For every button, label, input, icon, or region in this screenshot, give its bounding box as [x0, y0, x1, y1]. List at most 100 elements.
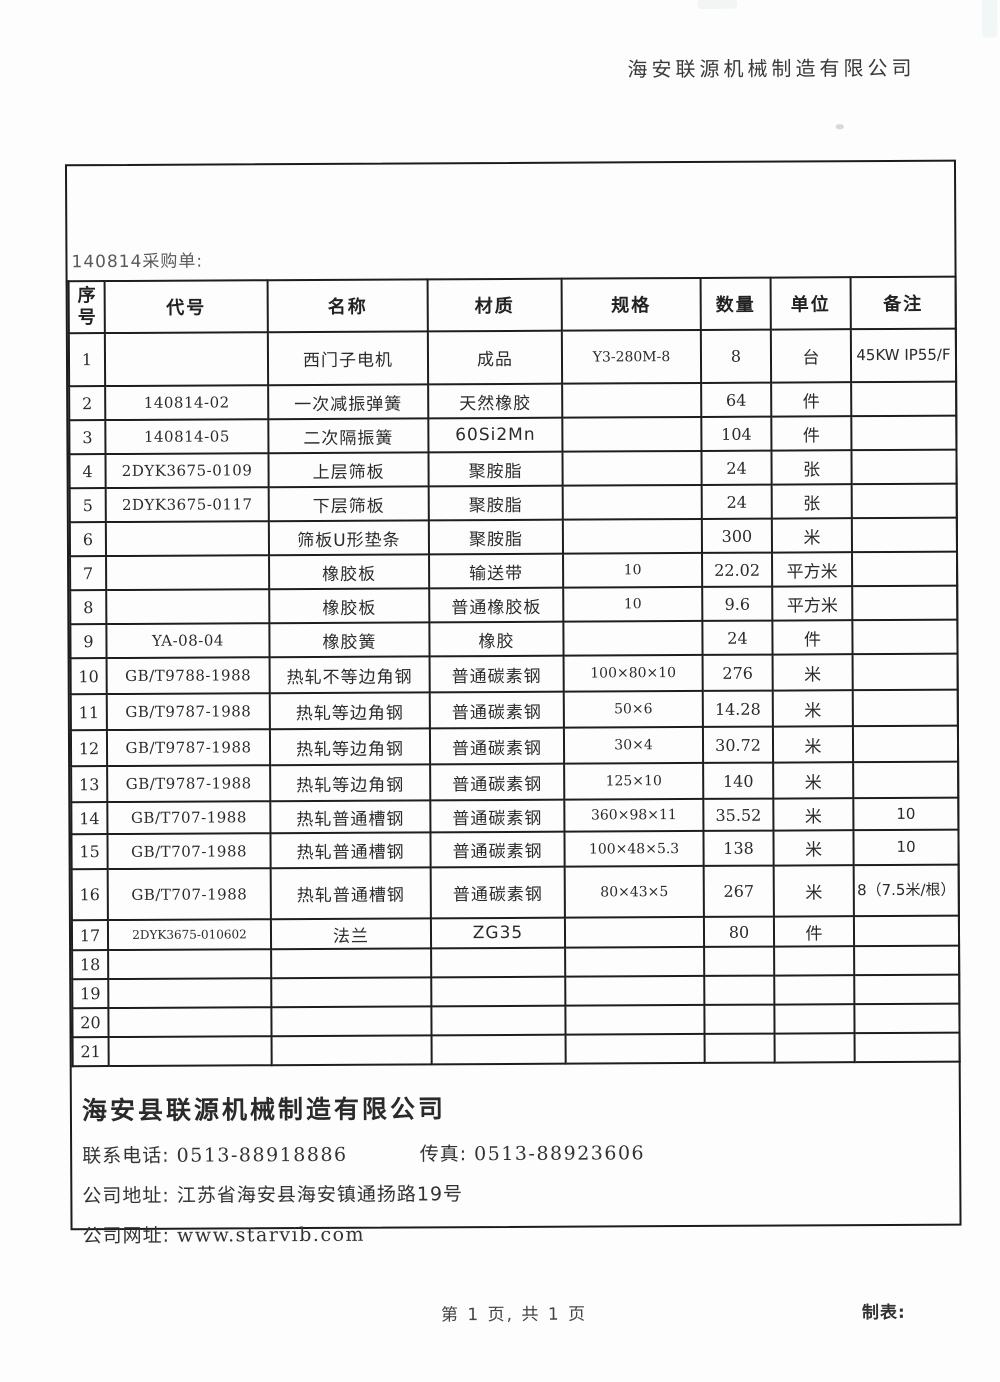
cell-remarks [853, 690, 958, 727]
cell-unit: 米 [774, 865, 854, 916]
cell-unit: 件 [771, 416, 851, 450]
page-header-company-name: 海安联源机械制造有限公司 [627, 52, 915, 83]
cell-unit: 平方米 [772, 552, 852, 586]
col-header-quantity: 数量 [701, 278, 771, 330]
cell-name: 西门子电机 [268, 331, 428, 385]
cell-serial-no: 2 [69, 386, 105, 420]
cell-remarks [852, 518, 957, 553]
cell-code: 140814-05 [105, 419, 268, 454]
cell-spec [565, 976, 704, 1006]
cell-spec: 50×6 [564, 691, 703, 728]
cell-material: 普通碳素钢 [430, 692, 564, 729]
cell-unit: 件 [771, 382, 851, 416]
cell-unit [774, 975, 854, 1004]
cell-unit: 米 [773, 654, 853, 690]
cell-unit [775, 1033, 855, 1062]
cell-code [109, 1036, 272, 1066]
cell-name: 法兰 [271, 918, 431, 949]
cell-quantity [705, 1034, 775, 1063]
cell-serial-no: 11 [71, 694, 107, 730]
table-row: 15 GB/T707-1988 热轧普通槽钢 普通碳素钢 100×48×5.3 … [71, 830, 958, 870]
cell-serial-no: 8 [70, 590, 106, 624]
cell-spec: 30×4 [564, 727, 703, 764]
cell-code: GB/T9787-1988 [107, 693, 270, 730]
cell-material: 普通橡胶板 [429, 588, 563, 623]
table-row: 3 140814-05 二次隔振簧 60Si2Mn 104 件 [69, 416, 956, 455]
cell-code [108, 949, 271, 979]
cell-quantity: 14.28 [703, 691, 773, 727]
cell-unit: 平方米 [772, 586, 852, 620]
company-info-block: 海安县联源机械制造有限公司 联系电话: 0513-88918886 传真: 05… [82, 1087, 943, 1262]
table-row: 11 GB/T9787-1988 热轧等边角钢 普通碳素钢 50×6 14.28… [71, 690, 958, 731]
cell-unit: 米 [773, 830, 853, 865]
cell-remarks [854, 946, 959, 976]
cell-code: GB/T707-1988 [107, 833, 270, 869]
table-row: 17 2DYK3675-010602 法兰 ZG35 80 件 [72, 916, 959, 951]
fax-label: 传真: [420, 1143, 468, 1165]
cell-code [105, 332, 268, 386]
cell-spec: 125×10 [564, 763, 703, 800]
cell-remarks [853, 762, 958, 799]
table-row: 1 西门子电机 成品 Y3-280M-8 8 台 45KW IP55/F [69, 329, 956, 387]
cell-name: 橡胶板 [269, 554, 429, 589]
cell-unit [774, 1004, 854, 1033]
cell-material [431, 977, 565, 1007]
cell-remarks: 10 [853, 798, 958, 831]
cell-code [106, 521, 269, 556]
table-row: 12 GB/T9787-1988 热轧等边角钢 普通碳素钢 30×4 30.72… [71, 726, 958, 767]
col-header-name: 名称 [268, 279, 428, 332]
cell-code: 2DYK3675-0109 [105, 453, 268, 488]
cell-code: GB/T707-1988 [107, 801, 270, 834]
cell-material: 普通碳素钢 [430, 800, 564, 833]
cell-unit: 台 [771, 329, 851, 382]
cell-code: GB/T9787-1988 [107, 729, 270, 766]
cell-serial-no: 6 [70, 522, 106, 556]
col-header-spec: 规格 [562, 278, 701, 331]
table-row: 13 GB/T9787-1988 热轧等边角钢 普通碳素钢 125×10 140… [71, 762, 958, 803]
cell-unit: 件 [774, 916, 854, 946]
cell-code [108, 978, 271, 1008]
cell-material: 天然橡胶 [428, 384, 562, 419]
table-row: 9 YA-08-04 橡胶簧 橡胶 24 件 [70, 620, 957, 659]
table-row: 21 [73, 1033, 960, 1067]
cell-serial-no: 19 [72, 979, 108, 1008]
cell-quantity [704, 1005, 774, 1034]
cell-name [271, 948, 431, 978]
cell-spec: 10 [563, 587, 702, 622]
cell-serial-no: 17 [72, 920, 108, 950]
cell-remarks [852, 586, 957, 621]
cell-serial-no: 18 [72, 950, 108, 979]
cell-remarks [854, 916, 959, 947]
col-header-unit: 单位 [771, 277, 851, 329]
cell-quantity: 9.6 [702, 587, 772, 621]
address-label: 公司地址: [82, 1185, 170, 1207]
cell-quantity: 64 [701, 383, 771, 417]
col-header-remarks: 备注 [851, 277, 956, 330]
table-row: 14 GB/T707-1988 热轧普通槽钢 普通碳素钢 360×98×11 3… [71, 798, 958, 835]
cell-spec [562, 451, 701, 486]
cell-serial-no: 16 [72, 869, 108, 920]
cell-name: 下层筛板 [269, 486, 429, 521]
phone-number: 0513-88918886 [177, 1144, 348, 1167]
cell-remarks [851, 382, 956, 417]
cell-quantity [704, 976, 774, 1005]
items-table: 序号 代号 名称 材质 规格 数量 单位 备注 1 西门子电机 成品 Y3-28… [68, 276, 961, 1068]
cell-material: 橡胶 [429, 622, 563, 657]
cell-remarks [855, 1033, 960, 1063]
cell-name: 二次隔振簧 [268, 418, 428, 453]
cell-serial-no: 13 [71, 766, 107, 802]
cell-unit: 米 [773, 690, 853, 726]
cell-quantity: 24 [702, 485, 772, 519]
cell-serial-no: 10 [71, 658, 107, 694]
cell-remarks: 8（7.5米/根） [854, 865, 959, 917]
cell-material [431, 1006, 565, 1036]
table-row: 10 GB/T9788-1988 热轧不等边角钢 普通碳素钢 100×80×10… [71, 654, 958, 695]
cell-name [271, 977, 431, 1007]
cell-name: 热轧等边角钢 [270, 692, 430, 729]
cell-unit [774, 946, 854, 975]
cell-material: 普通碳素钢 [430, 656, 564, 693]
cell-unit: 张 [772, 484, 852, 518]
col-header-material: 材质 [428, 279, 562, 332]
cell-quantity: 267 [704, 866, 774, 917]
table-row: 18 [72, 946, 959, 980]
